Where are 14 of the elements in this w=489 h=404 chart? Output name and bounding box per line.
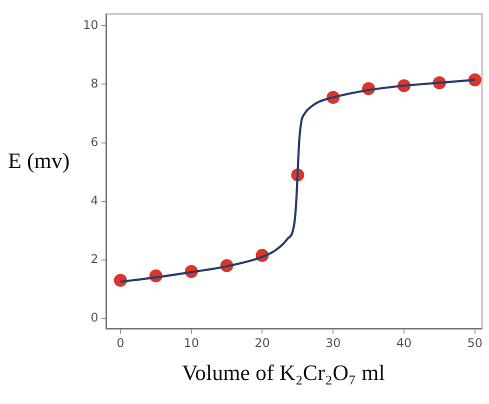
x-tick-label: 40 bbox=[396, 336, 412, 350]
x-tick-label: 30 bbox=[325, 336, 341, 350]
y-tick-label: 8 bbox=[90, 76, 98, 90]
y-tick-label: 2 bbox=[90, 252, 98, 266]
x-axis-title: Volume of K₂Cr₂O₇ ml bbox=[182, 360, 385, 386]
y-tick-label: 6 bbox=[90, 134, 98, 149]
x-tick-label: 0 bbox=[116, 336, 124, 350]
y-tick-label: 0 bbox=[90, 310, 98, 324]
y-axis-title: E (mv) bbox=[8, 148, 70, 174]
x-tick-label: 10 bbox=[184, 336, 199, 350]
y-tick-label: 4 bbox=[90, 193, 98, 208]
x-tick-label: 50 bbox=[467, 336, 483, 350]
y-tick-label: 10 bbox=[82, 18, 98, 32]
x-tick-label: 20 bbox=[254, 336, 270, 350]
